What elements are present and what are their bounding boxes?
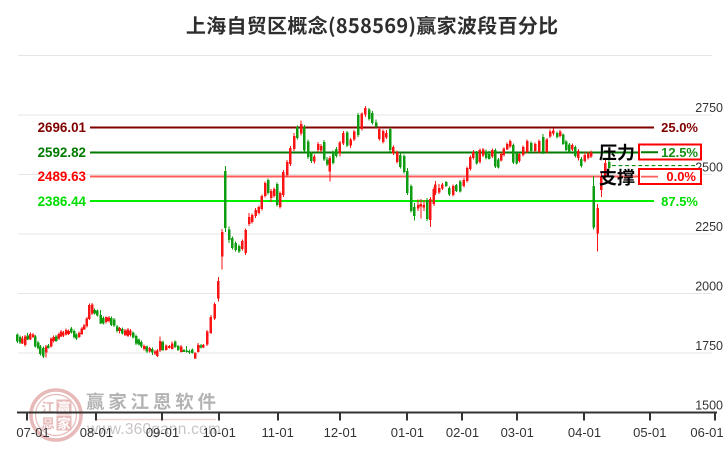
svg-text:2000: 2000 bbox=[695, 280, 723, 294]
svg-text:12-01: 12-01 bbox=[324, 425, 357, 440]
svg-text:2489.63: 2489.63 bbox=[38, 169, 86, 184]
svg-text:2592.82: 2592.82 bbox=[38, 145, 86, 160]
svg-text:10-01: 10-01 bbox=[203, 425, 236, 440]
svg-text:07-01: 07-01 bbox=[16, 425, 49, 440]
svg-text:05-01: 05-01 bbox=[633, 425, 666, 440]
svg-text:11-01: 11-01 bbox=[262, 425, 294, 440]
svg-text:01-01: 01-01 bbox=[391, 425, 424, 440]
svg-text:2500: 2500 bbox=[695, 161, 723, 175]
svg-text:25.0%: 25.0% bbox=[661, 120, 698, 135]
svg-text:03-01: 03-01 bbox=[501, 425, 534, 440]
svg-text:2386.44: 2386.44 bbox=[38, 194, 87, 209]
svg-text:02-01: 02-01 bbox=[446, 425, 479, 440]
svg-text:1500: 1500 bbox=[695, 399, 723, 413]
svg-text:08-01: 08-01 bbox=[80, 425, 113, 440]
svg-text:0.0%: 0.0% bbox=[666, 169, 696, 184]
svg-text:12.5%: 12.5% bbox=[661, 145, 698, 160]
svg-text:87.5%: 87.5% bbox=[661, 194, 698, 209]
svg-text:04-01: 04-01 bbox=[568, 425, 601, 440]
svg-text:06-01: 06-01 bbox=[690, 425, 723, 440]
svg-text:09-01: 09-01 bbox=[146, 425, 179, 440]
svg-text:2696.01: 2696.01 bbox=[38, 120, 87, 135]
svg-text:1750: 1750 bbox=[695, 339, 723, 353]
svg-text:2250: 2250 bbox=[695, 220, 723, 234]
svg-text:www.360gann.com: www.360gann.com bbox=[86, 421, 221, 438]
svg-text:2750: 2750 bbox=[695, 101, 723, 115]
